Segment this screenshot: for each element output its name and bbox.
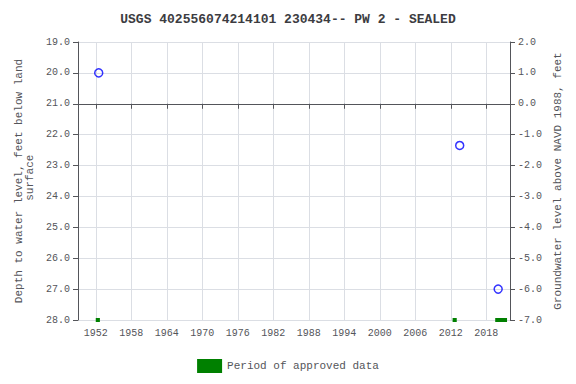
svg-text:-5.0: -5.0: [518, 253, 542, 264]
svg-text:1964: 1964: [155, 328, 179, 339]
svg-text:0.0: 0.0: [518, 98, 536, 109]
svg-text:1952: 1952: [84, 328, 108, 339]
svg-text:1982: 1982: [261, 328, 285, 339]
svg-text:1.0: 1.0: [518, 67, 536, 78]
svg-text:Groundwater level above NAVD 1: Groundwater level above NAVD 1988, feet: [552, 52, 564, 309]
svg-text:1970: 1970: [190, 328, 214, 339]
svg-text:-1.0: -1.0: [518, 129, 542, 140]
svg-text:2000: 2000: [368, 328, 392, 339]
svg-text:1994: 1994: [332, 328, 356, 339]
svg-text:-2.0: -2.0: [518, 160, 542, 171]
svg-text:2006: 2006: [403, 328, 427, 339]
svg-text:surface: surface: [24, 155, 36, 208]
svg-text:Period of approved data: Period of approved data: [227, 360, 379, 372]
svg-text:23.0: 23.0: [46, 160, 70, 171]
svg-text:USGS 402556074214101 230434--: USGS 402556074214101 230434-- PW 2 - SEA…: [120, 12, 456, 27]
svg-text:Depth to water level, feet bel: Depth to water level, feet below land: [12, 58, 25, 304]
svg-text:2018: 2018: [474, 328, 498, 339]
svg-text:-7.0: -7.0: [518, 315, 542, 326]
svg-text:-4.0: -4.0: [518, 222, 542, 233]
svg-text:1988: 1988: [297, 328, 321, 339]
svg-text:2.0: 2.0: [518, 37, 536, 48]
svg-text:2012: 2012: [439, 328, 463, 339]
svg-text:21.0: 21.0: [46, 98, 70, 109]
svg-text:-6.0: -6.0: [518, 284, 542, 295]
svg-text:27.0: 27.0: [46, 284, 70, 295]
svg-text:1976: 1976: [226, 328, 250, 339]
svg-text:25.0: 25.0: [46, 222, 70, 233]
svg-text:28.0: 28.0: [46, 315, 70, 326]
svg-text:1958: 1958: [119, 328, 143, 339]
svg-text:22.0: 22.0: [46, 129, 70, 140]
svg-text:-3.0: -3.0: [518, 191, 542, 202]
svg-text:19.0: 19.0: [46, 37, 70, 48]
svg-text:20.0: 20.0: [46, 67, 70, 78]
svg-text:26.0: 26.0: [46, 253, 70, 264]
svg-text:24.0: 24.0: [46, 191, 70, 202]
